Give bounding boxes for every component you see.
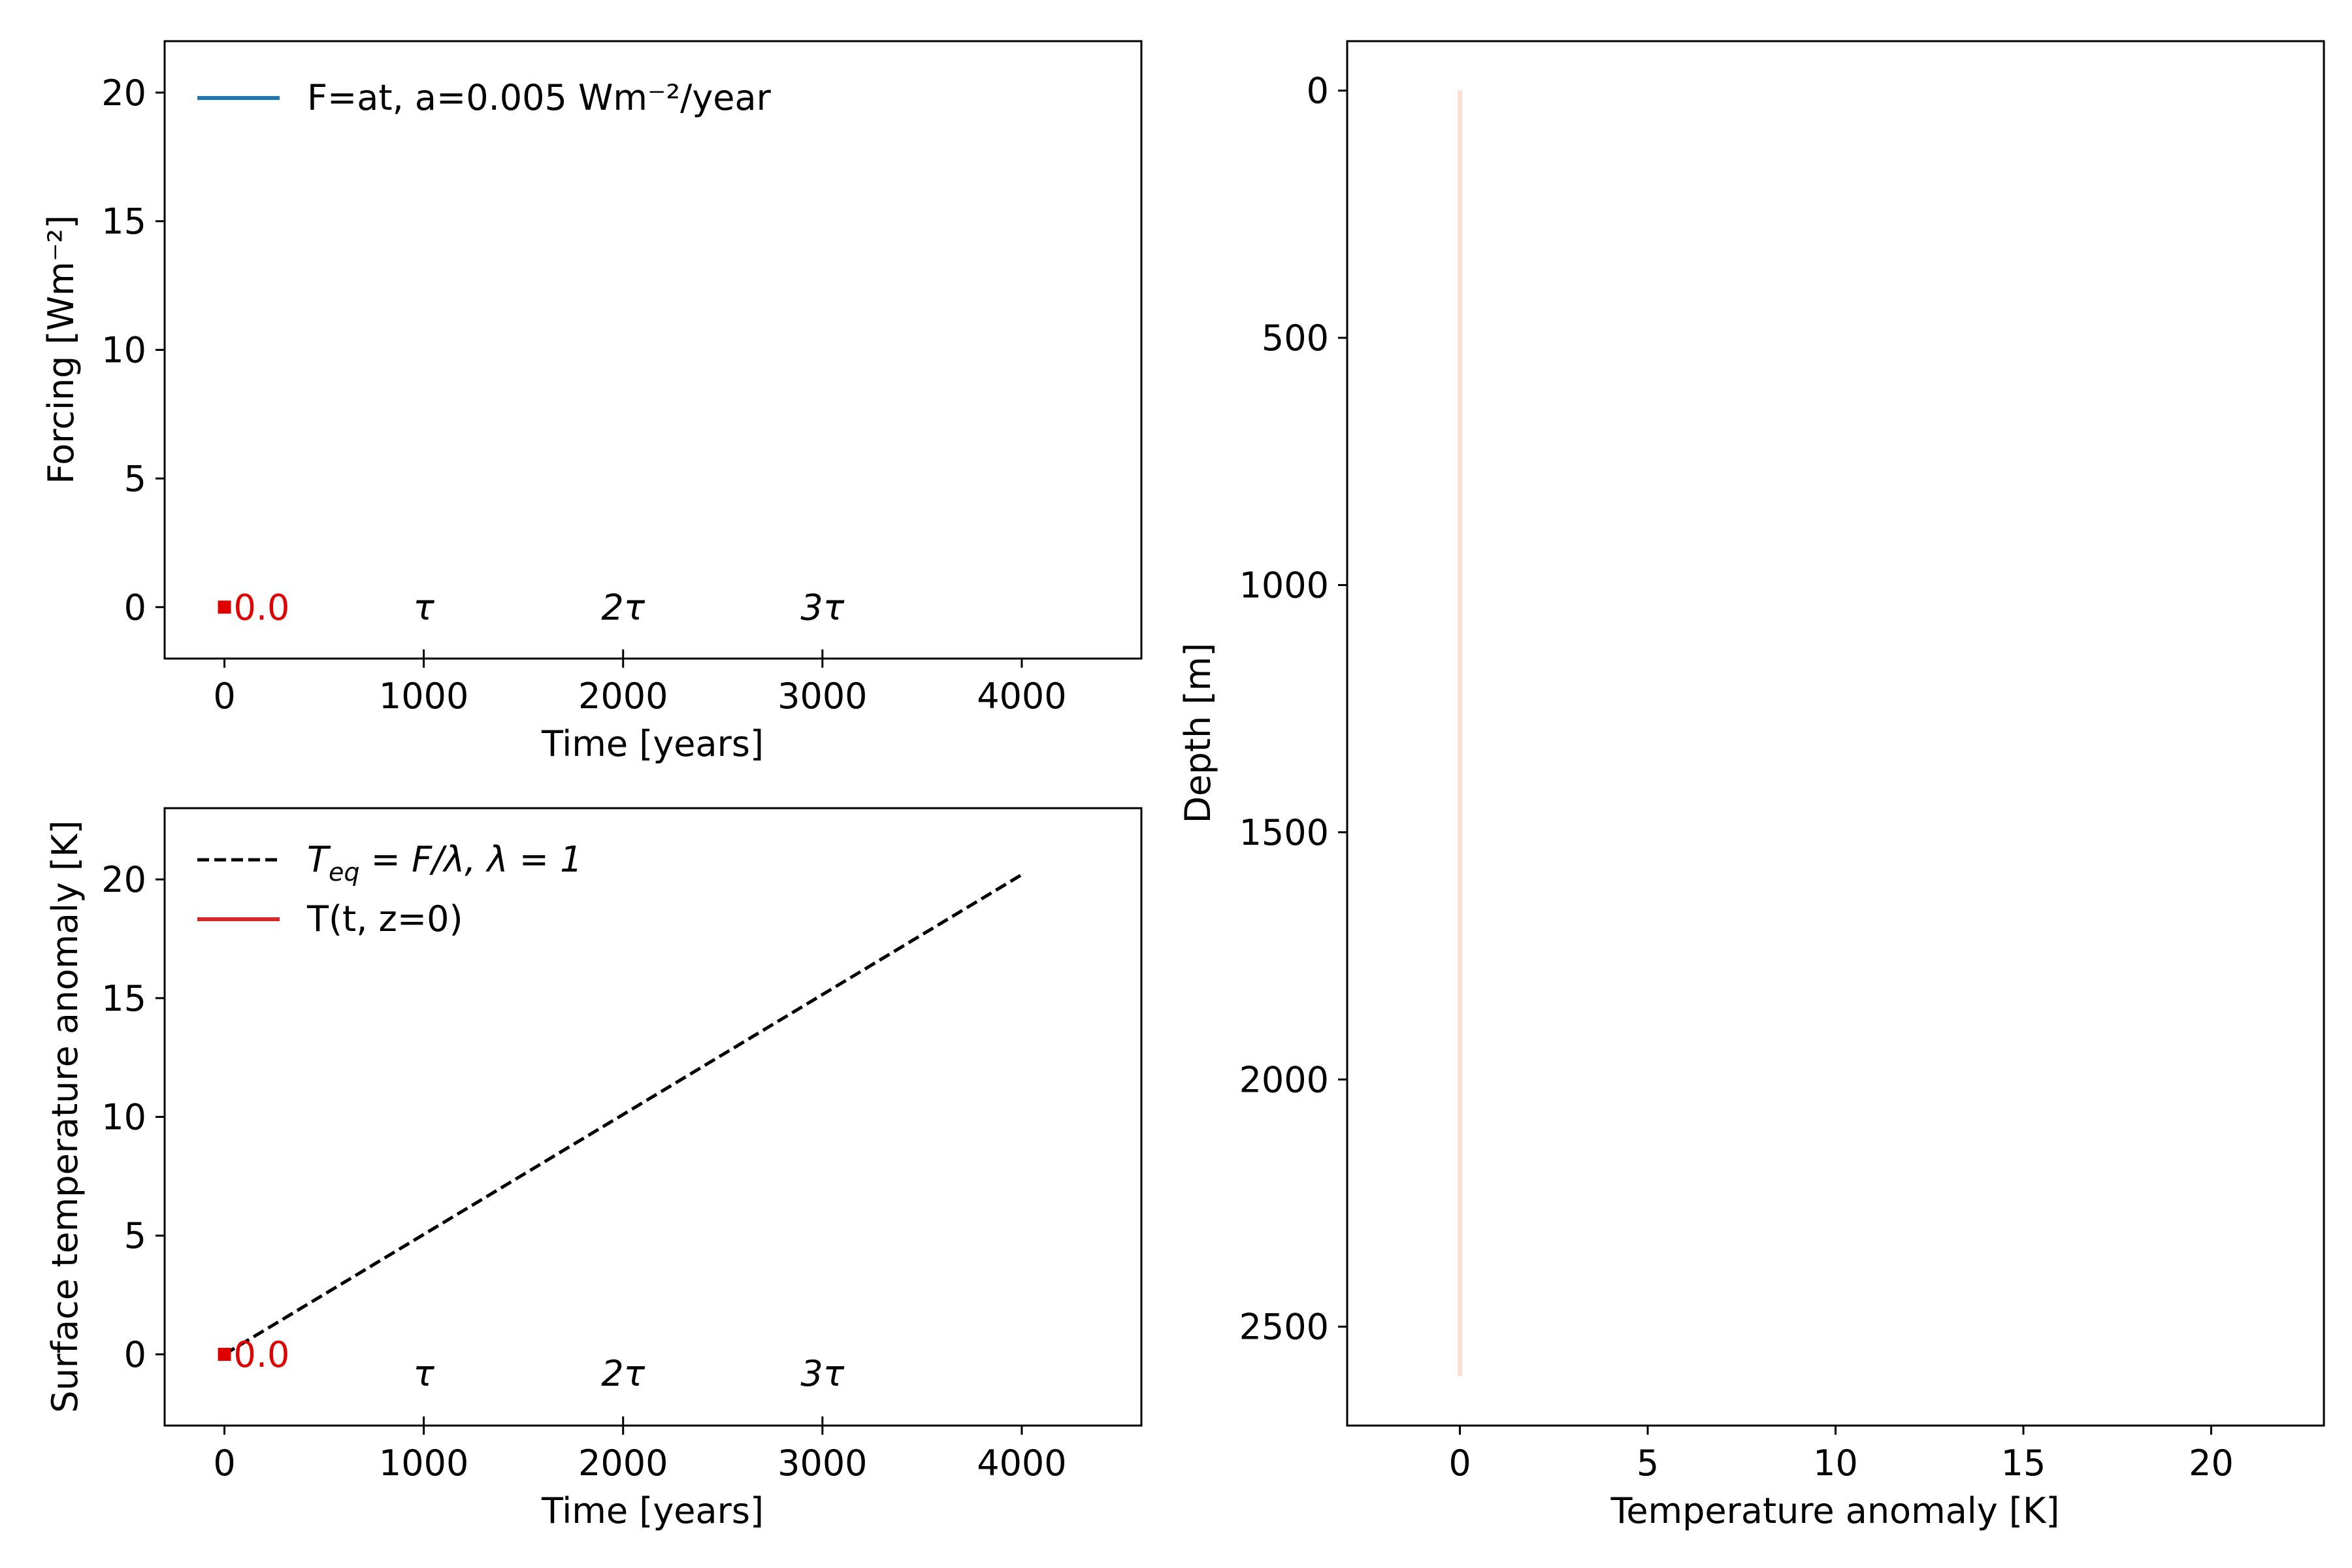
- surface-x-tick-label: 3000: [777, 1443, 867, 1484]
- forcing-x-tick-label: 3000: [777, 676, 867, 717]
- forcing-y-axis-label: Forcing [Wm⁻²]: [41, 215, 82, 484]
- surface-tau-annotations: τ 2τ 3τ: [413, 1353, 845, 1426]
- forcing-marker-point: [218, 600, 231, 614]
- forcing-x-tick-label: 1000: [379, 676, 468, 717]
- profile-y-tick-label: 0: [1307, 71, 1329, 112]
- forcing-legend: F=at, a=0.005 Wm⁻²/year: [197, 77, 772, 118]
- surface-x-tick-label: 1000: [379, 1443, 468, 1484]
- surface-series: [223, 873, 1023, 1356]
- forcing-y-tick-label: 10: [101, 330, 146, 371]
- forcing-y-tick-label: 0: [124, 587, 146, 628]
- surface-marker-point: [218, 1347, 231, 1361]
- profile-y-tick-label: 1500: [1239, 812, 1329, 853]
- forcing-y-ticks: 0 5 10 15 20: [101, 73, 165, 628]
- surface-temp-legend-label: T(t, z=0): [306, 898, 463, 939]
- surface-tau-label: 2τ: [601, 1353, 645, 1394]
- forcing-x-ticks: 0 1000 2000 3000 4000: [213, 659, 1067, 717]
- forcing-tau-label: 2τ: [601, 587, 645, 628]
- forcing-x-axis-label: Time [years]: [541, 723, 764, 764]
- profile-y-tick-label: 2000: [1239, 1059, 1329, 1100]
- depth-profile-panel: 0 5 10 15 20 0 500 1000 1500 2000 2500 Temperatur…: [1177, 40, 2325, 1531]
- profile-plot-frame: [1346, 40, 2325, 1427]
- profile-x-tick-label: 5: [1637, 1443, 1659, 1484]
- surface-current-marker: 0.0: [218, 1334, 290, 1375]
- profile-y-tick-label: 2500: [1239, 1307, 1329, 1348]
- surface-y-tick-label: 5: [124, 1215, 146, 1256]
- surface-marker-value: 0.0: [234, 1334, 290, 1375]
- forcing-current-marker: 0.0: [218, 587, 290, 628]
- surface-x-tick-label: 4000: [977, 1443, 1066, 1484]
- surface-x-axis-label: Time [years]: [541, 1490, 764, 1531]
- profile-y-tick-label: 1000: [1239, 564, 1329, 606]
- forcing-tau-label: 3τ: [800, 587, 844, 628]
- forcing-x-tick-label: 0: [213, 676, 235, 717]
- surface-tau-label: τ: [413, 1353, 434, 1394]
- forcing-y-tick-label: 20: [101, 73, 146, 114]
- forcing-x-tick-label: 4000: [977, 676, 1066, 717]
- profile-x-tick-label: 10: [1813, 1443, 1858, 1484]
- surface-x-tick-label: 2000: [578, 1443, 668, 1484]
- forcing-tau-annotations: τ 2τ 3τ: [413, 587, 845, 659]
- surface-series-line: [223, 873, 1023, 1356]
- forcing-tau-label: τ: [413, 587, 434, 628]
- profile-x-tick-label: 20: [2189, 1443, 2234, 1484]
- forcing-x-tick-label: 2000: [578, 676, 668, 717]
- surface-x-ticks: 0 1000 2000 3000 4000: [213, 1426, 1067, 1484]
- profile-y-tick-label: 500: [1262, 318, 1329, 359]
- profile-x-tick-label: 15: [2001, 1443, 2046, 1484]
- forcing-legend-label: F=at, a=0.005 Wm⁻²/year: [307, 77, 772, 118]
- forcing-y-tick-label: 5: [124, 458, 146, 499]
- surface-legend: Teq = F/λ, λ = 1 T(t, z=0): [197, 839, 583, 939]
- surface-y-tick-label: 15: [101, 978, 146, 1019]
- surface-y-ticks: 0 5 10 15 20: [101, 859, 165, 1375]
- surface-y-tick-label: 0: [124, 1334, 146, 1375]
- profile-y-ticks: 0 500 1000 1500 2000 2500: [1239, 71, 1347, 1348]
- profile-x-axis-label: Temperature anomaly [K]: [1610, 1490, 2060, 1531]
- surface-y-tick-label: 20: [101, 859, 146, 900]
- surface-x-tick-label: 0: [213, 1443, 235, 1484]
- forcing-marker-value: 0.0: [234, 587, 290, 628]
- profile-x-ticks: 0 5 10 15 20: [1448, 1426, 2234, 1484]
- profile-y-axis-label: Depth [m]: [1177, 643, 1218, 823]
- forcing-y-tick-label: 15: [101, 201, 146, 242]
- surface-y-tick-label: 10: [101, 1097, 146, 1138]
- equilibrium-legend-label: Teq = F/λ, λ = 1: [307, 839, 583, 887]
- surface-tau-label: 3τ: [800, 1353, 844, 1394]
- forcing-plot-frame: [163, 40, 1143, 660]
- surface-y-axis-label: Surface temperature anomaly [K]: [44, 820, 86, 1413]
- profile-x-tick-label: 0: [1448, 1443, 1471, 1484]
